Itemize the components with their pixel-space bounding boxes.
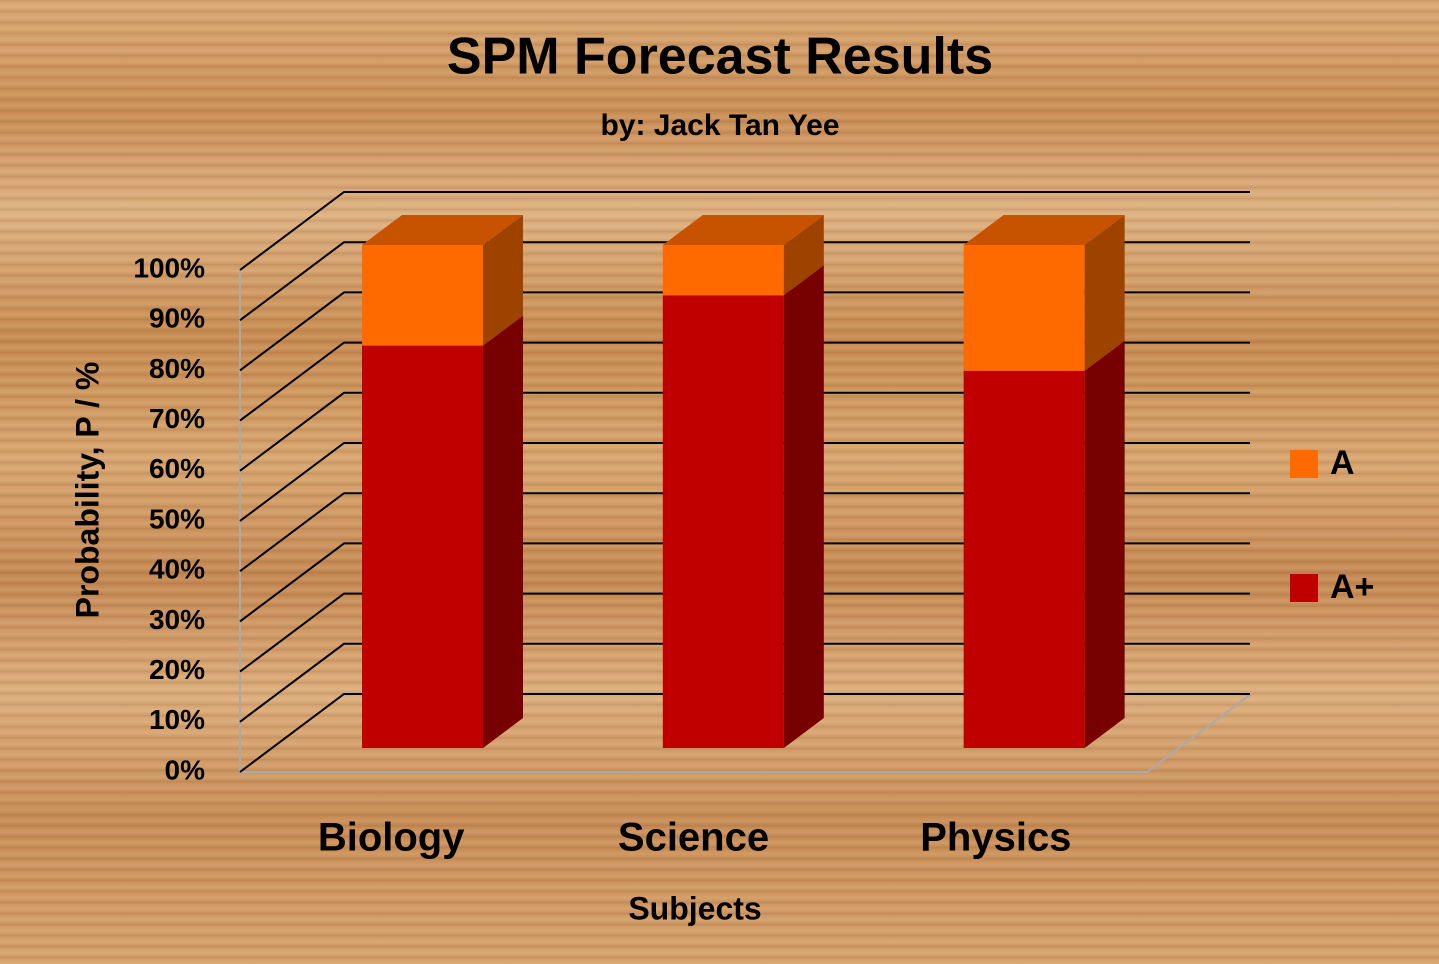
grid-line: [239, 291, 1250, 372]
grid-line: [239, 642, 1250, 723]
bar: [362, 345, 483, 748]
bar: [662, 245, 784, 296]
y-tick-label: 10%: [149, 704, 205, 735]
y-tick-label: 80%: [149, 353, 205, 384]
y-tick-label: 0%: [165, 754, 206, 785]
y-tick-label: 60%: [149, 453, 205, 484]
bar: [963, 245, 1085, 371]
y-tick-label: 90%: [149, 303, 205, 334]
x-tick-label: Science: [618, 816, 769, 860]
x-axis-title: Subjects: [628, 890, 761, 926]
y-tick-label: 100%: [133, 252, 205, 283]
bar: [662, 295, 784, 748]
bar: [362, 245, 483, 346]
bar-side: [483, 215, 523, 346]
bar-side: [1084, 340, 1125, 748]
bar-top: [362, 215, 523, 245]
y-tick-label: 50%: [149, 503, 205, 534]
grid-line: [239, 492, 1250, 573]
y-tick-label: 30%: [149, 604, 205, 635]
grid-line: [239, 341, 1250, 422]
y-tick-label: 20%: [149, 654, 205, 685]
chart-subtitle: by: Jack Tan Yee: [600, 109, 839, 142]
grid-line: [239, 241, 1250, 322]
legend-swatch: [1290, 574, 1318, 602]
bar-top: [662, 215, 824, 245]
y-axis-title: Probability, P / %: [69, 362, 105, 619]
grid-line: [239, 391, 1250, 472]
grid-line: [239, 191, 1250, 271]
axis-line: [1146, 693, 1252, 773]
legend-label: A: [1330, 444, 1355, 482]
chart-title: SPM Forecast Results: [447, 28, 993, 86]
legend-swatch: [1290, 450, 1318, 478]
grid-line: [239, 542, 1250, 623]
bar-side: [783, 215, 824, 296]
grid-line: [239, 442, 1250, 522]
y-tick-label: 40%: [149, 554, 205, 585]
x-tick-label: Physics: [920, 816, 1071, 860]
y-tick-label: 70%: [149, 403, 205, 434]
bar-side: [783, 265, 824, 748]
bar-side: [1084, 215, 1125, 371]
x-tick-label: Biology: [318, 816, 465, 860]
bar: [963, 370, 1085, 748]
grid-line: [239, 592, 1250, 673]
bar-side: [483, 315, 523, 748]
grid-line: [239, 693, 1250, 773]
bar-top: [963, 215, 1125, 245]
legend-label: A+: [1330, 568, 1374, 606]
